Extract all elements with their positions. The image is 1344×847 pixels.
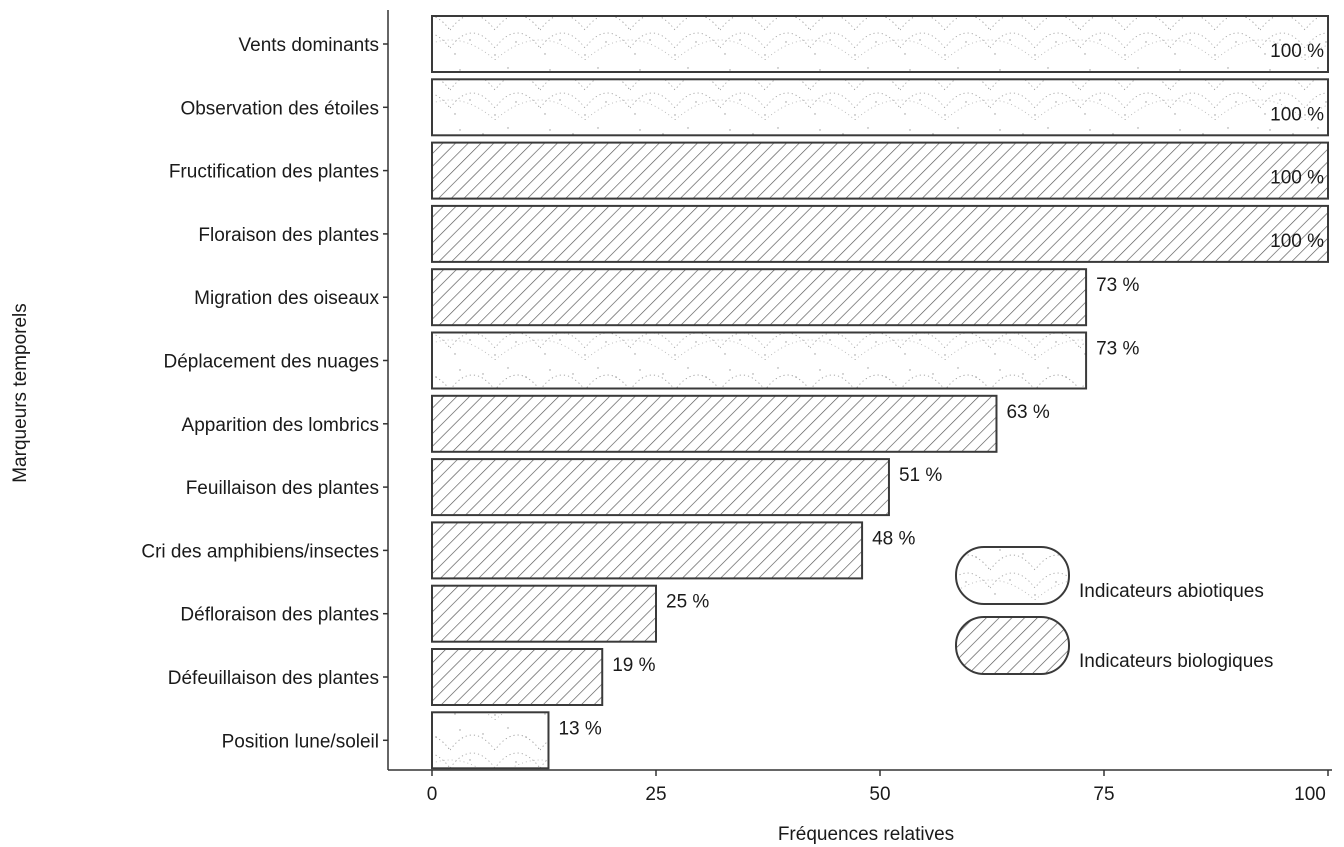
x-axis-title: Fréquences relatives	[778, 824, 954, 845]
category-label: Position lune/soleil	[222, 731, 379, 752]
data-label: 13 %	[558, 718, 601, 739]
bar-cri-des-amphibiens-insectes	[431, 521, 864, 580]
data-label: 100 %	[1270, 104, 1324, 125]
bar-observation-des-etoiles	[431, 78, 1329, 137]
legend-swatch-biologic	[955, 616, 1070, 675]
category-label: Défloraison des plantes	[180, 605, 379, 626]
bar-vents-dominants	[431, 15, 1329, 73]
data-label: 100 %	[1270, 231, 1324, 252]
x-tick-label: 75	[1093, 784, 1114, 805]
data-label: 25 %	[666, 592, 709, 613]
category-label: Apparition des lombrics	[182, 415, 379, 436]
category-label: Migration des oiseaux	[194, 288, 379, 309]
legend-swatch-abiotic	[955, 546, 1070, 605]
bar-feuillaison-des-plantes	[431, 458, 890, 517]
legend-label-biologic: Indicateurs biologiques	[1079, 651, 1273, 672]
category-label: Observation des étoiles	[180, 98, 379, 119]
data-label: 73 %	[1096, 275, 1139, 296]
data-label: 100 %	[1270, 41, 1324, 62]
category-label: Vents dominants	[239, 35, 379, 56]
data-label: 19 %	[612, 655, 655, 676]
bar-deplacement-des-nuages	[431, 331, 1088, 390]
value-labels: 100 % 100 % 100 % 100 % 73 % 73 % 63 % 51 % 48 %…	[558, 41, 1324, 739]
category-label: Feuillaison des plantes	[186, 478, 379, 499]
data-label: 48 %	[872, 528, 915, 549]
data-label: 100 %	[1270, 168, 1324, 189]
bar-floraison-des-plantes	[431, 204, 1329, 263]
bar-defloraison-des-plantes	[431, 584, 657, 643]
legend: Indicateurs abiotiques Indicateurs biolo…	[955, 546, 1273, 675]
bar-defeuillaison-des-plantes	[431, 648, 604, 706]
data-label: 63 %	[1006, 402, 1049, 423]
bar-position-lune-soleil	[431, 711, 550, 770]
data-label: 51 %	[899, 465, 942, 486]
category-label: Cri des amphibiens/insectes	[141, 541, 379, 562]
bars-group	[431, 15, 1329, 770]
x-tick-label: 50	[869, 784, 890, 805]
category-label: Fructification des plantes	[169, 162, 379, 183]
x-tick-label: 25	[645, 784, 666, 805]
x-tick-label: 0	[427, 784, 438, 805]
category-label: Déplacement des nuages	[164, 352, 379, 373]
bar-fructification-des-plantes	[431, 141, 1329, 200]
bar-migration-des-oiseaux	[431, 268, 1088, 327]
category-labels: Vents dominants Observation des étoiles Fr…	[141, 35, 388, 752]
category-label: Floraison des plantes	[198, 225, 379, 246]
legend-label-abiotic: Indicateurs abiotiques	[1079, 581, 1264, 602]
category-label: Défeuillaison des plantes	[168, 668, 379, 689]
bar-apparition-des-lombrics	[431, 394, 998, 453]
x-tick-label: 100	[1294, 784, 1326, 805]
y-axis-title: Marqueurs temporels	[10, 303, 31, 483]
data-label: 73 %	[1096, 339, 1139, 360]
x-axis-ticks: 0 25 50 75 100	[427, 770, 1329, 805]
